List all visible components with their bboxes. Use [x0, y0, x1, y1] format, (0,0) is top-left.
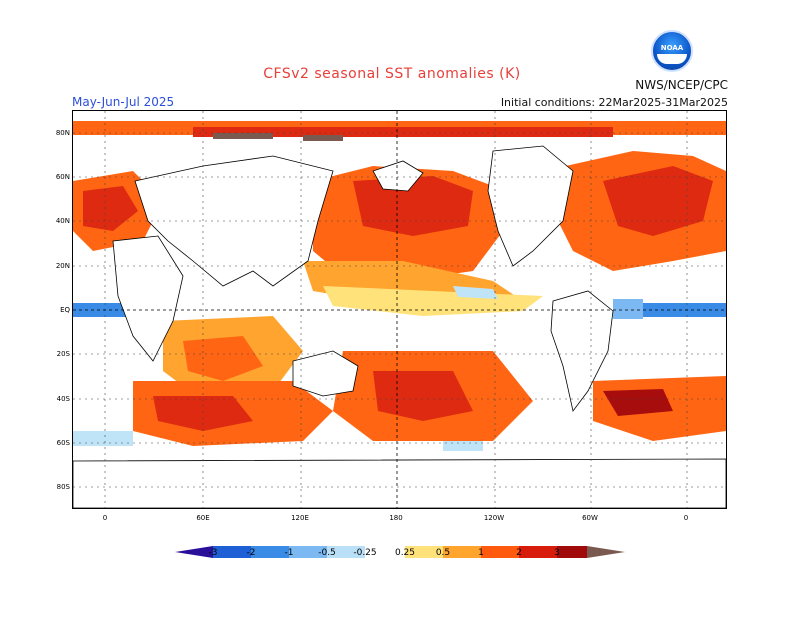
southern-ocean-cool-2 [443, 441, 483, 451]
colorbar-seg-1 [213, 546, 251, 558]
lat-label-80s: 80S [56, 483, 70, 491]
logo-text: NOAA [660, 44, 684, 52]
colorbar-seg-9 [557, 546, 587, 558]
colorbar-seg-4 [327, 546, 365, 558]
antarctica-land [72, 458, 727, 509]
lat-label-80n: 80N [55, 129, 70, 137]
season-label: May-Jun-Jul 2025 [72, 95, 175, 109]
colorbar-label-2: -2 [246, 548, 256, 558]
colorbar-seg-6 [443, 546, 481, 558]
southern-ocean-cool-1 [73, 431, 133, 446]
east-atlantic-strong [83, 186, 138, 231]
colorbar [175, 546, 625, 558]
colorbar-label-5: -0.25 [353, 548, 377, 558]
initial-conditions-label: Initial conditions: 22Mar2025-31Mar2025 [500, 96, 728, 109]
lon-label-120e: 120E [291, 514, 309, 522]
colorbar-seg-5 [405, 546, 443, 558]
south-indian-strong [153, 396, 253, 431]
south-pacific-strong [373, 371, 473, 421]
lat-label-60n: 60N [55, 173, 70, 181]
south-atlantic-strong [603, 389, 673, 416]
colorbar-arrow-low [175, 546, 213, 558]
arctic-strong-band [193, 127, 613, 137]
agency-label: NWS/NCEP/CPC [635, 78, 728, 92]
colorbar-label-10: 3 [554, 548, 560, 558]
lon-label-60w: 60W [582, 514, 598, 522]
colorbar-label-4: -0.5 [318, 548, 336, 558]
lat-label-eq: EQ [60, 306, 70, 314]
colorbar-seg-neutral [365, 546, 405, 558]
logo: NOAA [651, 30, 693, 72]
lon-label-180: 180 [389, 514, 403, 522]
sst-anomaly-map [72, 110, 727, 509]
eurasia-land [134, 155, 334, 287]
lat-label-40n: 40N [55, 217, 70, 225]
graticule [73, 111, 726, 508]
equatorial-atlantic-cool-mid [613, 299, 643, 319]
lat-label-60s: 60S [56, 439, 70, 447]
sea-ice-patch-1 [213, 133, 273, 139]
north-atlantic-strong [603, 166, 713, 236]
sea-ice-patch-2 [303, 135, 343, 141]
south-america-land [550, 290, 614, 412]
logo-wave-icon [657, 54, 687, 64]
lon-label-0-east: 0 [683, 514, 689, 522]
lat-label-20s: 20S [56, 350, 70, 358]
colorbar-seg-2 [251, 546, 289, 558]
colorbar-label-6: 0.25 [394, 548, 416, 558]
lon-label-60e: 60E [196, 514, 210, 522]
lat-label-20n: 20N [55, 262, 70, 270]
map-title: CFSv2 seasonal SST anomalies (K) [263, 66, 521, 82]
north-pacific-strong [353, 176, 473, 236]
australia-land [292, 350, 359, 397]
lon-label-120w: 120W [483, 514, 505, 522]
colorbar-seg-3 [289, 546, 327, 558]
colorbar-label-3: -1 [284, 548, 294, 558]
lon-label-0: 0 [102, 514, 108, 522]
equatorial-atlantic-cool-west [73, 303, 128, 317]
colorbar-label-7: 0.5 [435, 548, 451, 558]
africa-land [112, 235, 184, 362]
colorbar-label-8: 1 [478, 548, 484, 558]
lat-label-40s: 40S [56, 395, 70, 403]
colorbar-seg-8 [519, 546, 557, 558]
colorbar-seg-7 [481, 546, 519, 558]
colorbar-label-9: 2 [516, 548, 522, 558]
colorbar-label-1: -3 [208, 548, 218, 558]
north-america-land [487, 145, 574, 267]
equatorial-pacific-cool [453, 286, 498, 299]
map-svg [72, 111, 727, 509]
greenland-land [372, 160, 424, 192]
colorbar-arrow-high [587, 546, 625, 558]
